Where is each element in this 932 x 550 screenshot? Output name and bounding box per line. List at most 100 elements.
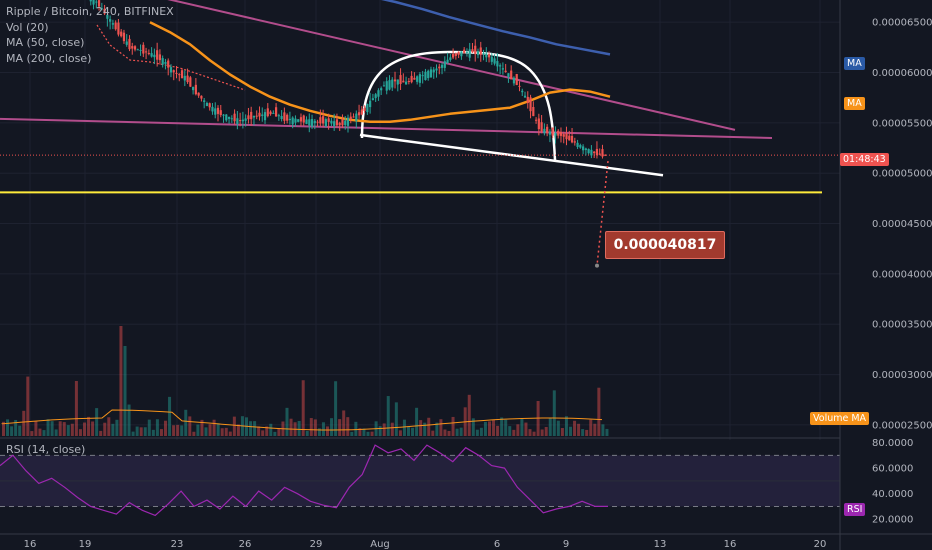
volume-bar bbox=[350, 431, 354, 436]
candle-body bbox=[236, 118, 239, 124]
trend-line-horizontal bbox=[0, 117, 773, 139]
candle-body bbox=[526, 96, 529, 104]
candle-body bbox=[468, 49, 471, 58]
candle-body bbox=[427, 70, 430, 79]
timer-tag: 01:48:43 bbox=[840, 153, 889, 166]
volume-bar bbox=[62, 422, 66, 436]
volume-bar bbox=[50, 421, 54, 436]
candle-body bbox=[463, 49, 466, 54]
time-tick-label: Aug bbox=[370, 539, 390, 550]
candle-body bbox=[407, 80, 410, 82]
time-tick-label: 29 bbox=[310, 539, 323, 550]
volume-bar bbox=[139, 427, 143, 436]
drawings bbox=[0, 0, 840, 268]
candle-body bbox=[432, 69, 435, 73]
candle-body bbox=[402, 80, 405, 83]
candle-body bbox=[352, 116, 355, 118]
candle-body bbox=[479, 47, 482, 55]
candle-body bbox=[225, 114, 228, 121]
target-price-callout: 0.000040817 bbox=[605, 231, 725, 259]
candle-body bbox=[319, 117, 322, 124]
candle-body bbox=[471, 49, 474, 53]
trend-line-descending bbox=[167, 0, 736, 131]
candle-body bbox=[247, 115, 250, 120]
volume-bar bbox=[338, 419, 342, 436]
price-tick-label: 0.0000500000 bbox=[872, 169, 932, 180]
ma200-tag: MA bbox=[844, 57, 865, 70]
candle-body bbox=[562, 134, 565, 137]
candle-body bbox=[178, 74, 181, 76]
volume-bar bbox=[305, 430, 309, 436]
candle-body bbox=[349, 116, 352, 119]
time-tick-label: 26 bbox=[239, 539, 252, 550]
candle-body bbox=[559, 131, 563, 136]
candle-body bbox=[330, 120, 333, 124]
time-tick-label: 20 bbox=[814, 539, 827, 550]
volume-bar bbox=[74, 381, 78, 436]
candle-body bbox=[302, 115, 305, 123]
ma50-line bbox=[149, 21, 611, 124]
candle-body bbox=[391, 79, 394, 88]
volume-bar bbox=[411, 427, 415, 436]
candle-body bbox=[274, 107, 278, 117]
volume-bar bbox=[564, 416, 568, 436]
volume-bar bbox=[358, 428, 362, 436]
candle-body bbox=[413, 77, 416, 80]
candle-body bbox=[446, 59, 449, 63]
volume-bar bbox=[184, 409, 188, 436]
volume-bar bbox=[204, 427, 208, 436]
volume-bar bbox=[402, 419, 406, 436]
candle-body bbox=[360, 109, 363, 115]
candle-body bbox=[189, 77, 192, 87]
candle-body bbox=[382, 85, 386, 87]
volume-bar bbox=[70, 423, 74, 436]
volume-bar bbox=[236, 424, 240, 436]
candle-body bbox=[109, 19, 112, 22]
candle-body bbox=[252, 116, 256, 118]
volume-bar bbox=[573, 420, 577, 436]
volume-bar bbox=[232, 416, 236, 436]
volume-bar bbox=[427, 417, 431, 436]
candle-body bbox=[543, 128, 546, 134]
volume-ma-tag: Volume MA bbox=[810, 412, 870, 425]
volume-bar bbox=[524, 422, 528, 436]
volume-bar bbox=[95, 408, 99, 436]
rsi-tick-label: 60.0000 bbox=[872, 464, 913, 475]
candle-body bbox=[548, 131, 552, 135]
ma50-tag: MA bbox=[844, 97, 865, 110]
candle-body bbox=[485, 53, 488, 58]
volume-bar bbox=[483, 421, 487, 436]
price-tick-label: 0.0000350000 bbox=[872, 320, 932, 331]
volume-bar bbox=[208, 424, 212, 436]
candle-body bbox=[106, 14, 109, 19]
candle-body bbox=[277, 115, 280, 117]
volume-bar bbox=[407, 426, 410, 436]
volume-bar bbox=[504, 419, 508, 436]
candles bbox=[89, 0, 607, 159]
volume-bar bbox=[342, 410, 346, 436]
candle-body bbox=[316, 121, 319, 123]
volume-bar bbox=[459, 427, 463, 436]
volume-bar bbox=[131, 431, 135, 436]
volume-bar bbox=[528, 429, 532, 436]
candle-body bbox=[89, 0, 92, 2]
candle-body bbox=[582, 146, 585, 151]
candle-body bbox=[452, 54, 455, 58]
candle-body bbox=[111, 23, 114, 25]
volume-bar bbox=[58, 421, 62, 436]
candle-body bbox=[512, 77, 516, 84]
volume-bar bbox=[22, 410, 26, 436]
volume-bar bbox=[143, 427, 147, 436]
volume-bar bbox=[605, 428, 609, 436]
volume-bar bbox=[366, 431, 370, 436]
candle-body bbox=[474, 45, 477, 55]
candle-body bbox=[557, 130, 560, 136]
volume-bar bbox=[532, 431, 536, 436]
candle-body bbox=[374, 94, 377, 99]
candle-body bbox=[476, 51, 480, 56]
candle-body bbox=[183, 75, 186, 81]
volume-bar bbox=[135, 426, 139, 436]
candle-body bbox=[100, 8, 103, 10]
volume-bar bbox=[520, 418, 524, 436]
